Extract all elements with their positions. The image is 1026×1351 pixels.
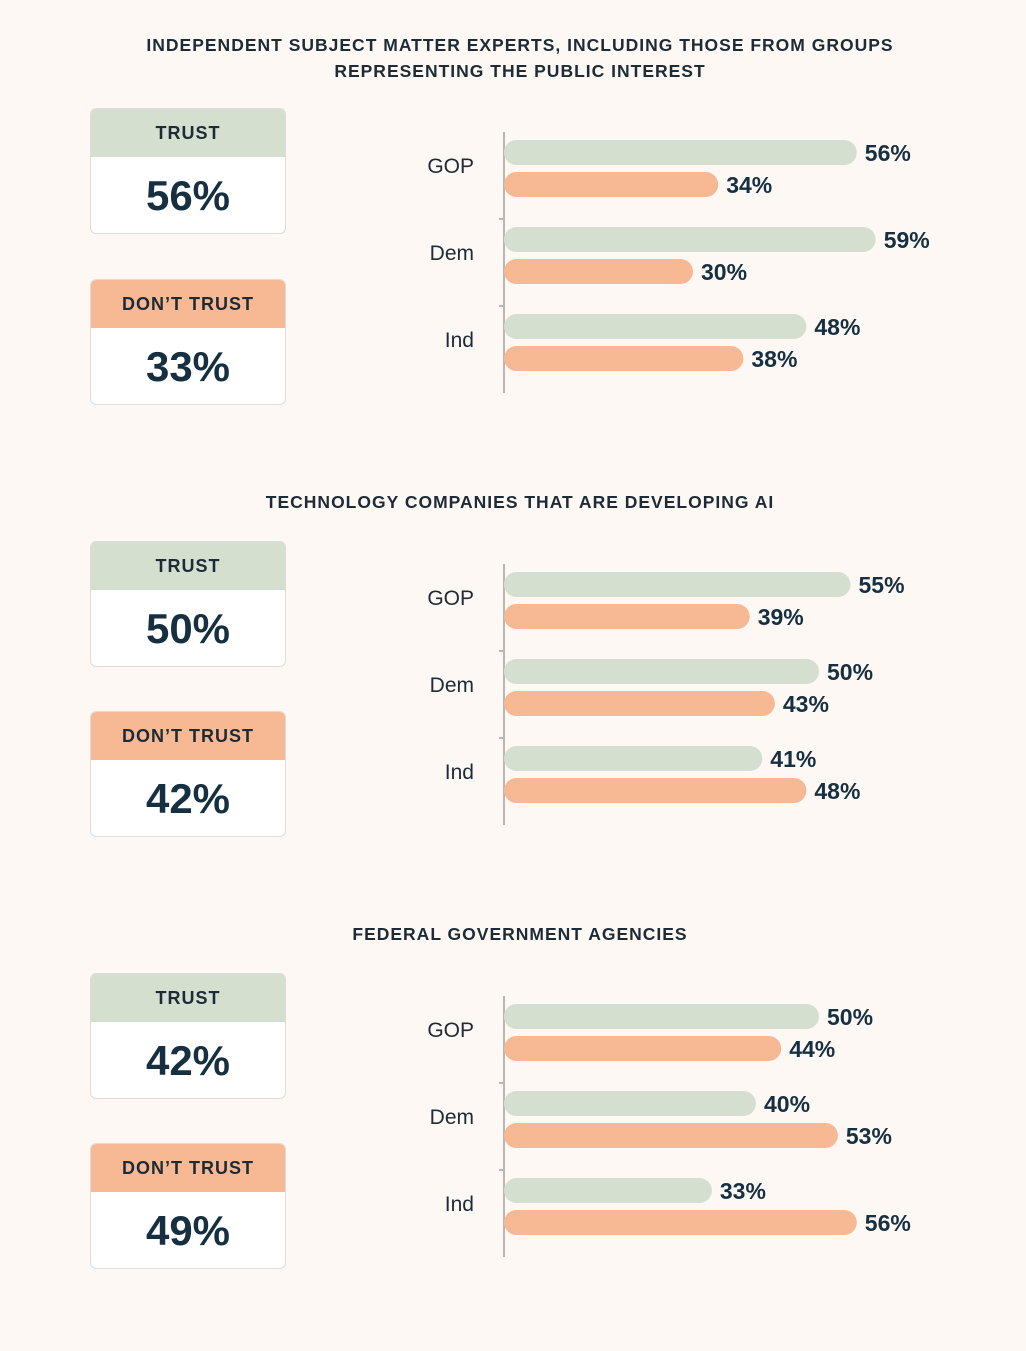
distrust-value-label: 53%	[846, 1123, 892, 1149]
trust-card: TRUST 56%	[90, 108, 286, 234]
distrust-label: DON’T TRUST	[91, 712, 285, 760]
party-bar-chart: GOP 50% 44% Dem 40% 53% Ind 33% 56%	[427, 996, 911, 1257]
trust-bar	[504, 1004, 819, 1029]
trust-value-label: 50%	[827, 1004, 873, 1030]
distrust-value-label: 34%	[726, 172, 772, 198]
trust-bar	[504, 659, 819, 684]
distrust-bar	[504, 1036, 782, 1061]
trust-bar	[504, 314, 807, 339]
distrust-value-label: 38%	[751, 346, 797, 372]
distrust-card: DON’T TRUST 33%	[90, 279, 286, 405]
party-bar-chart: GOP 55% 39% Dem 50% 43% Ind 41% 48%	[427, 564, 905, 825]
trust-bar	[504, 140, 857, 165]
trust-value: 42%	[145, 1037, 231, 1084]
distrust-bar	[504, 604, 750, 629]
category-label: Ind	[445, 761, 474, 784]
trust-bar	[504, 572, 851, 597]
trust-bar	[504, 1091, 756, 1116]
section-federal-agencies: FEDERAL GOVERNMENT AGENCIES TRUST 42% DO…	[0, 921, 1026, 1351]
distrust-value-label: 44%	[789, 1036, 835, 1062]
distrust-bar	[504, 346, 744, 371]
trust-label: TRUST	[91, 542, 285, 590]
category-label: Dem	[430, 242, 474, 265]
trust-value-label: 50%	[827, 659, 873, 685]
category-label: GOP	[427, 1019, 474, 1042]
trust-bar	[504, 746, 763, 771]
distrust-bar	[504, 1210, 857, 1235]
trust-value-label: 55%	[859, 572, 905, 598]
trust-label: TRUST	[91, 109, 285, 157]
category-label: Dem	[430, 674, 474, 697]
section-subject-experts: INDEPENDENT SUBJECT MATTER EXPERTS, INCL…	[0, 32, 1026, 462]
distrust-value-label: 48%	[814, 778, 860, 804]
category-label: Ind	[445, 1193, 474, 1216]
trust-value-label: 59%	[884, 227, 930, 253]
distrust-card: DON’T TRUST 42%	[90, 711, 286, 837]
distrust-value: 42%	[145, 775, 231, 822]
trust-value: 50%	[145, 605, 231, 652]
section-tech-companies: TECHNOLOGY COMPANIES THAT ARE DEVELOPING…	[0, 489, 1026, 919]
distrust-bar	[504, 691, 775, 716]
trust-value-label: 56%	[865, 140, 911, 166]
trust-value-label: 33%	[720, 1178, 766, 1204]
distrust-bar	[504, 172, 719, 197]
category-label: Ind	[445, 329, 474, 352]
distrust-value-label: 39%	[758, 604, 804, 630]
distrust-value-label: 30%	[701, 259, 747, 285]
distrust-value: 49%	[145, 1207, 231, 1254]
distrust-bar	[504, 778, 807, 803]
distrust-value-label: 56%	[865, 1210, 911, 1236]
distrust-card: DON’T TRUST 49%	[90, 1143, 286, 1269]
distrust-label: DON’T TRUST	[91, 1144, 285, 1192]
party-bar-chart: GOP 56% 34% Dem 59% 30% Ind 48% 38%	[427, 132, 930, 393]
distrust-value-label: 43%	[783, 691, 829, 717]
distrust-value: 33%	[145, 343, 231, 390]
trust-label: TRUST	[91, 974, 285, 1022]
distrust-label: DON’T TRUST	[91, 280, 285, 328]
distrust-bar	[504, 259, 693, 284]
category-label: Dem	[430, 1106, 474, 1129]
trust-card: TRUST 50%	[90, 541, 286, 667]
section-title: TECHNOLOGY COMPANIES THAT ARE DEVELOPING…	[265, 492, 775, 512]
trust-value-label: 48%	[814, 314, 860, 340]
trust-bar	[504, 227, 876, 252]
section-title: FEDERAL GOVERNMENT AGENCIES	[352, 924, 688, 944]
trust-value-label: 41%	[770, 746, 816, 772]
distrust-bar	[504, 1123, 838, 1148]
trust-value: 56%	[145, 172, 231, 219]
category-label: GOP	[427, 587, 474, 610]
trust-card: TRUST 42%	[90, 973, 286, 1099]
trust-bar	[504, 1178, 712, 1203]
section-title: INDEPENDENT SUBJECT MATTER EXPERTS, INCL…	[146, 35, 894, 81]
trust-value-label: 40%	[764, 1091, 810, 1117]
category-label: GOP	[427, 155, 474, 178]
